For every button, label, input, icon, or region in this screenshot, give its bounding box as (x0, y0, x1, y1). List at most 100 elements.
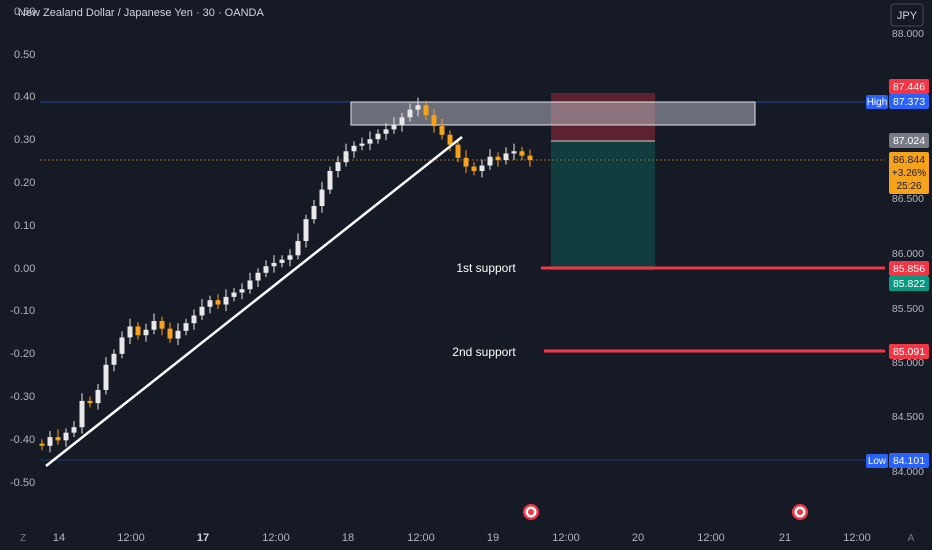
candle (359, 143, 365, 146)
candle (63, 432, 69, 441)
candle (439, 126, 445, 135)
candle-countdown: 25:26 (896, 181, 921, 192)
time-axis[interactable]: Z 14 12:00 17 12:00 18 12:00 19 12:00 20… (20, 532, 915, 544)
resistance-zone[interactable] (350, 101, 756, 126)
time-axis-label: 14 (53, 532, 65, 544)
left-axis-label: 0.30 (14, 134, 35, 146)
high-label: High (867, 97, 888, 108)
candle (223, 296, 229, 305)
candles-group (39, 97, 533, 453)
time-axis-label: 12:00 (117, 532, 145, 544)
right-axis-label: 88.000 (892, 28, 924, 40)
candle (343, 151, 349, 163)
candle (287, 255, 293, 260)
trend-line[interactable] (45, 136, 463, 467)
candle (487, 156, 493, 166)
candle (143, 329, 149, 336)
candle (167, 328, 173, 339)
candle (271, 262, 277, 267)
current-price-value: 86.844 (893, 154, 925, 166)
candle (311, 206, 317, 220)
stop-price-tag: 87.446 (889, 79, 929, 94)
candle (407, 109, 413, 118)
left-axis-label: 0.40 (14, 91, 35, 103)
left-axis-label: -0.40 (10, 434, 35, 446)
right-axis-label: 85.000 (892, 357, 924, 369)
target-price-tag: 85.822 (889, 276, 929, 291)
support1-label: 1st support (456, 261, 516, 275)
candle (159, 320, 165, 329)
high-price-value: 87.373 (893, 96, 925, 108)
candle (471, 166, 477, 171)
left-axis-label: -0.50 (10, 477, 35, 489)
candle (95, 389, 101, 404)
candle (351, 145, 357, 152)
candle (199, 306, 205, 316)
candle (455, 144, 461, 158)
timezone-badge[interactable]: Z (20, 533, 26, 544)
right-axis-label: 84.500 (892, 411, 924, 423)
candle (279, 259, 285, 263)
candle (71, 427, 77, 433)
candle (303, 219, 309, 242)
support2-price-value: 85.091 (893, 346, 925, 358)
right-axis[interactable]: 88.000 86.500 86.000 85.500 85.000 84.50… (892, 28, 924, 478)
candle (151, 320, 157, 330)
candle (367, 139, 373, 144)
high-price-tag: High 87.373 (866, 94, 929, 109)
candle (87, 400, 93, 404)
event-marker-icon[interactable] (792, 504, 808, 520)
candle (391, 124, 397, 130)
left-axis-label: 0.60 (14, 6, 35, 18)
right-axis-label: 86.000 (892, 248, 924, 260)
take-profit-zone[interactable] (551, 141, 655, 270)
current-price-tag: 86.844 +3.26% 25:26 (889, 152, 929, 194)
target-price-value: 85.822 (893, 278, 925, 290)
event-marker-icon[interactable] (523, 504, 539, 520)
candle (79, 400, 85, 428)
support1-price-tag: 85.856 (889, 261, 929, 276)
auto-scale-badge[interactable]: A (908, 533, 915, 544)
candle (119, 337, 125, 354)
time-axis-label: 21 (779, 532, 791, 544)
entry-price-tag: 87.024 (889, 133, 929, 148)
left-axis-label: -0.10 (10, 305, 35, 317)
currency-button[interactable]: JPY (890, 3, 924, 27)
candle (239, 289, 245, 293)
symbol-title[interactable]: New Zealand Dollar / Japanese Yen · 30 ·… (18, 7, 264, 19)
time-axis-label: 20 (632, 532, 644, 544)
candle (399, 117, 405, 125)
entry-price-value: 87.024 (893, 135, 925, 147)
left-axis-label: 0.50 (14, 49, 35, 61)
candle (103, 364, 109, 390)
candle (527, 155, 533, 161)
candle (519, 151, 525, 156)
left-axis-label: 0.20 (14, 177, 35, 189)
candle (263, 266, 269, 273)
candle (215, 300, 221, 305)
candle (231, 292, 237, 297)
candle (415, 105, 421, 110)
time-axis-label: 12:00 (697, 532, 725, 544)
time-axis-label: 12:00 (843, 532, 871, 544)
left-axis-label: 0.10 (14, 220, 35, 232)
candle (479, 165, 485, 171)
low-price-tag: Low 84.101 (866, 453, 929, 468)
candle (127, 326, 133, 338)
candle (463, 157, 469, 167)
time-axis-label: 12:00 (407, 532, 435, 544)
low-label: Low (868, 456, 887, 467)
candle (447, 134, 453, 145)
candle (335, 162, 341, 171)
candle (183, 323, 189, 331)
candle (423, 105, 429, 116)
support1-price-value: 85.856 (893, 263, 925, 275)
right-axis-label: 86.500 (892, 193, 924, 205)
stop-price-value: 87.446 (893, 81, 925, 93)
candle (511, 151, 517, 154)
current-change-value: +3.26% (892, 168, 926, 179)
time-axis-label: 18 (342, 532, 354, 544)
currency-button-label: JPY (897, 10, 918, 22)
